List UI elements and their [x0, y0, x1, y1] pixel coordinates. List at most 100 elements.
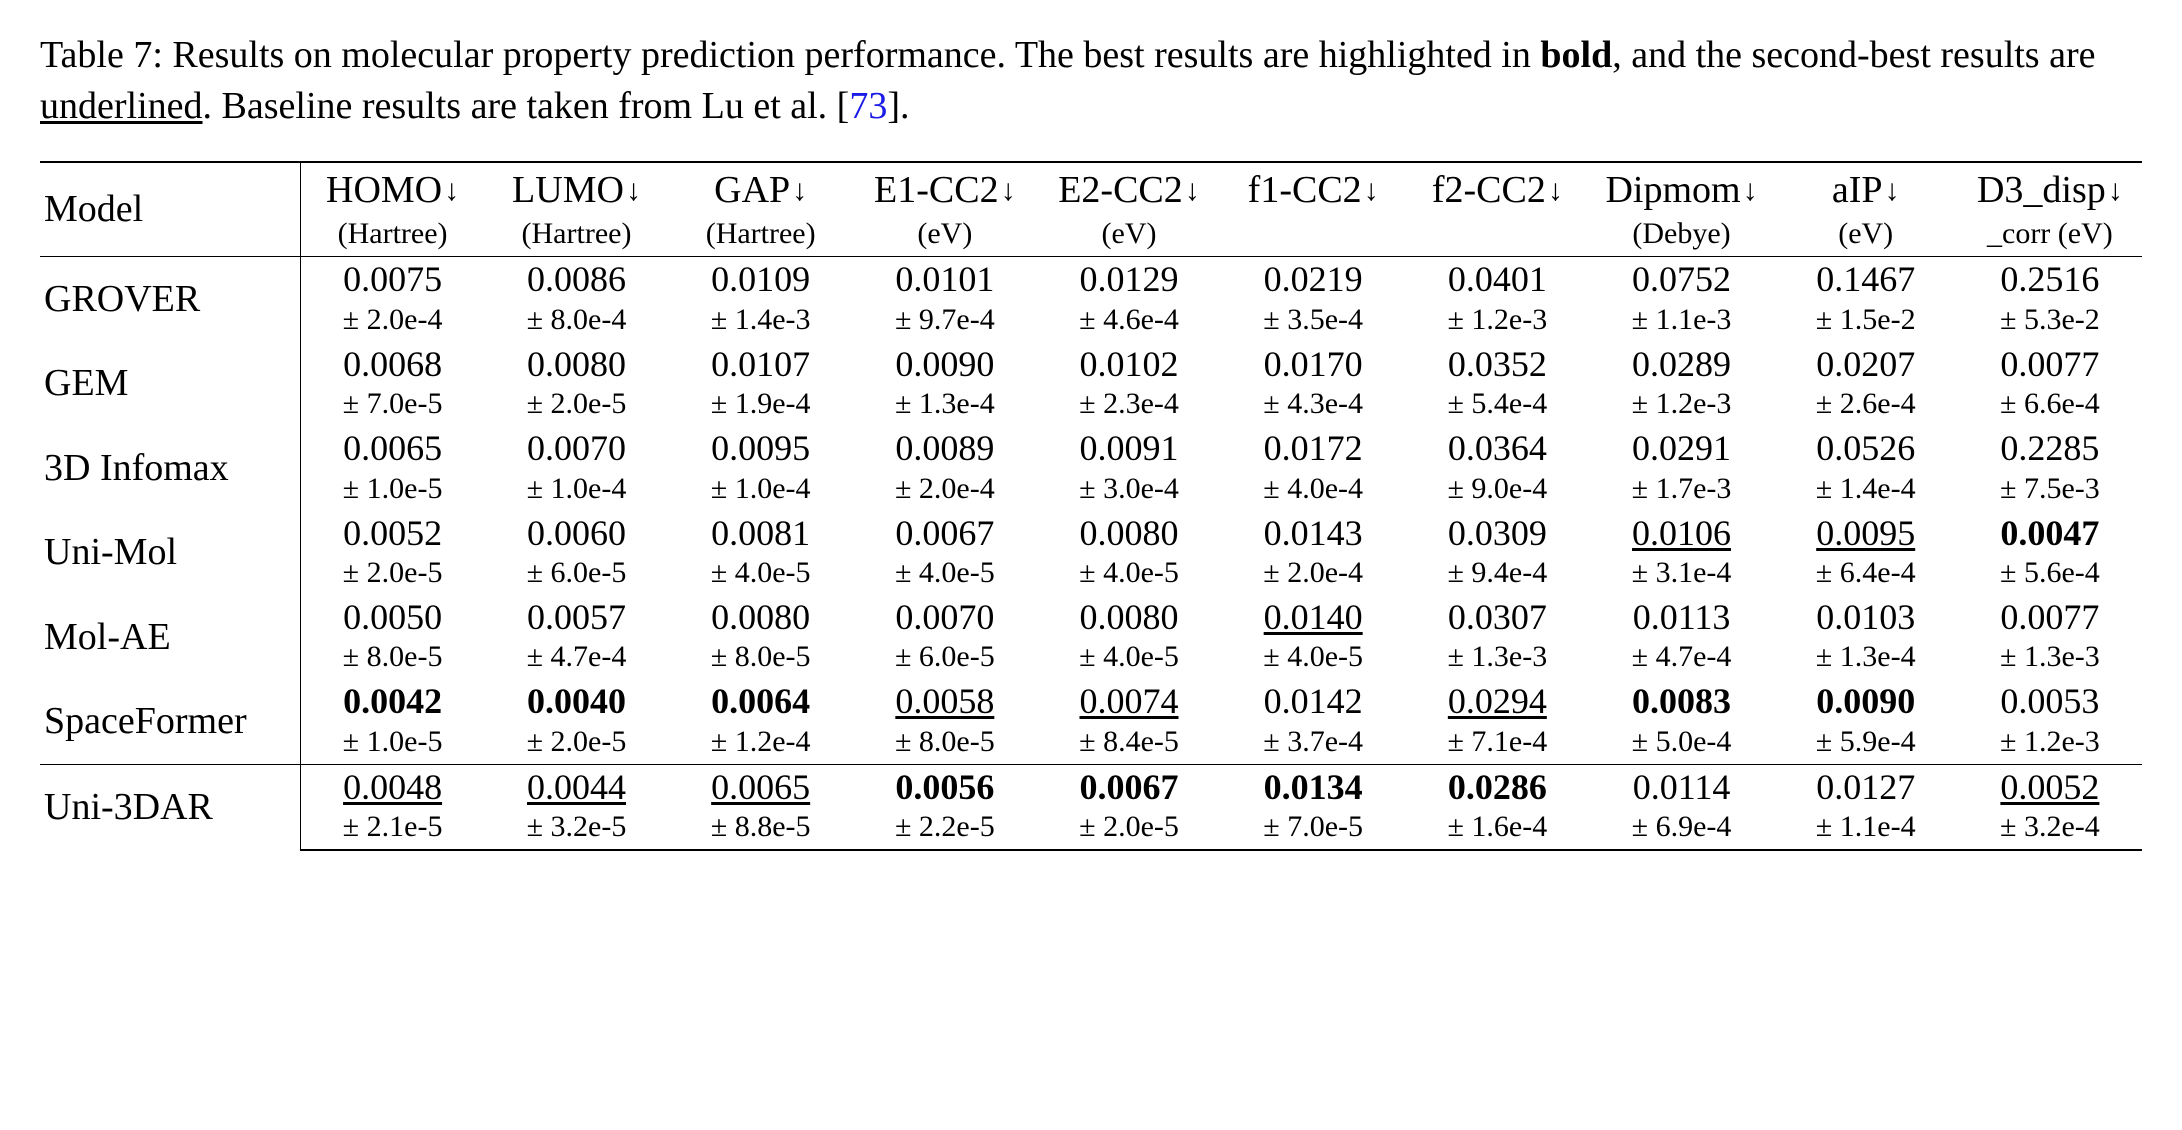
- value-cell: 0.0089: [853, 426, 1037, 471]
- value-cell: 0.0052: [300, 511, 484, 556]
- table-row: ± 1.0e-5± 2.0e-5± 1.2e-4± 8.0e-5± 8.4e-5…: [40, 725, 2142, 765]
- header-col-name: f1-CC2: [1248, 165, 1362, 216]
- error-cell: ± 1.3e-3: [1958, 640, 2142, 679]
- error-cell: ± 7.1e-4: [1405, 725, 1589, 765]
- table-body: GROVER0.00750.00860.01090.01010.01290.02…: [40, 257, 2142, 850]
- error-cell: ± 1.0e-4: [484, 472, 668, 511]
- error-cell: ± 4.7e-4: [1589, 640, 1773, 679]
- error-cell: ± 1.2e-3: [1958, 725, 2142, 765]
- value-cell: 0.0106: [1589, 511, 1773, 556]
- value-cell: 0.0143: [1221, 511, 1405, 556]
- error-cell: ± 9.0e-4: [1405, 472, 1589, 511]
- value-cell: 0.0083: [1589, 679, 1773, 724]
- table-row: GROVER0.00750.00860.01090.01010.01290.02…: [40, 257, 2142, 303]
- error-cell: ± 8.0e-5: [853, 725, 1037, 765]
- table-header: ModelHOMO↓(Hartree)LUMO↓(Hartree)GAP↓(Ha…: [40, 162, 2142, 257]
- value-cell: 0.0109: [669, 257, 853, 303]
- model-name: GEM: [40, 342, 300, 426]
- error-cell: ± 1.2e-3: [1589, 387, 1773, 426]
- caption-text-3: . Baseline results are taken from Lu et …: [203, 85, 850, 127]
- table-caption: Table 7: Results on molecular property p…: [40, 30, 2142, 133]
- error-cell: ± 1.2e-4: [669, 725, 853, 765]
- value-cell: 0.0080: [484, 342, 668, 387]
- header-col-unit: (eV): [1780, 214, 1952, 255]
- error-cell: ± 6.6e-4: [1958, 387, 2142, 426]
- header-col-unit: _corr (eV): [1964, 214, 2136, 255]
- down-arrow-icon: ↓: [2106, 174, 2123, 207]
- error-cell: ± 2.0e-4: [853, 472, 1037, 511]
- error-cell: ± 2.0e-4: [300, 303, 484, 342]
- model-name: Uni-Mol: [40, 511, 300, 595]
- model-name: Uni-3DAR: [40, 764, 300, 850]
- error-cell: ± 2.0e-5: [484, 725, 668, 765]
- table-row: ± 2.1e-5± 3.2e-5± 8.8e-5± 2.2e-5± 2.0e-5…: [40, 810, 2142, 850]
- value-cell: 0.0103: [1774, 595, 1958, 640]
- error-cell: ± 4.0e-5: [1037, 556, 1221, 595]
- value-cell: 0.0052: [1958, 764, 2142, 810]
- value-cell: 0.0090: [1774, 679, 1958, 724]
- down-arrow-icon: ↓: [999, 174, 1016, 207]
- error-cell: ± 4.0e-4: [1221, 472, 1405, 511]
- value-cell: 0.0074: [1037, 679, 1221, 724]
- value-cell: 0.0068: [300, 342, 484, 387]
- header-col-unit: (Hartree): [675, 214, 847, 255]
- error-cell: ± 8.0e-5: [669, 640, 853, 679]
- header-col-5: f1-CC2↓: [1221, 162, 1405, 257]
- header-col-2: GAP↓(Hartree): [669, 162, 853, 257]
- value-cell: 0.0172: [1221, 426, 1405, 471]
- value-cell: 0.2285: [1958, 426, 2142, 471]
- down-arrow-icon: ↓: [442, 174, 459, 207]
- value-cell: 0.0113: [1589, 595, 1773, 640]
- error-cell: ± 7.5e-3: [1958, 472, 2142, 511]
- error-cell: ± 1.3e-3: [1405, 640, 1589, 679]
- error-cell: ± 6.4e-4: [1774, 556, 1958, 595]
- value-cell: 0.0364: [1405, 426, 1589, 471]
- header-col-unit: (Hartree): [490, 214, 662, 255]
- value-cell: 0.0064: [669, 679, 853, 724]
- table-row: ± 2.0e-4± 8.0e-4± 1.4e-3± 9.7e-4± 4.6e-4…: [40, 303, 2142, 342]
- error-cell: ± 3.5e-4: [1221, 303, 1405, 342]
- down-arrow-icon: ↓: [1546, 174, 1563, 207]
- error-cell: ± 2.6e-4: [1774, 387, 1958, 426]
- error-cell: ± 2.0e-5: [484, 387, 668, 426]
- value-cell: 0.0091: [1037, 426, 1221, 471]
- value-cell: 0.0090: [853, 342, 1037, 387]
- value-cell: 0.0219: [1221, 257, 1405, 303]
- value-cell: 0.0081: [669, 511, 853, 556]
- value-cell: 0.0086: [484, 257, 668, 303]
- value-cell: 0.0291: [1589, 426, 1773, 471]
- error-cell: ± 4.6e-4: [1037, 303, 1221, 342]
- error-cell: ± 2.2e-5: [853, 810, 1037, 850]
- table-row: ± 1.0e-5± 1.0e-4± 1.0e-4± 2.0e-4± 3.0e-4…: [40, 472, 2142, 511]
- error-cell: ± 8.0e-4: [484, 303, 668, 342]
- header-col-unit: (eV): [859, 214, 1031, 255]
- error-cell: ± 4.0e-5: [1037, 640, 1221, 679]
- value-cell: 0.0207: [1774, 342, 1958, 387]
- value-cell: 0.0080: [1037, 511, 1221, 556]
- header-col-7: Dipmom↓(Debye): [1589, 162, 1773, 257]
- error-cell: ± 3.1e-4: [1589, 556, 1773, 595]
- results-table: ModelHOMO↓(Hartree)LUMO↓(Hartree)GAP↓(Ha…: [40, 161, 2142, 852]
- down-arrow-icon: ↓: [1362, 174, 1379, 207]
- error-cell: ± 2.3e-4: [1037, 387, 1221, 426]
- error-cell: ± 2.0e-5: [300, 556, 484, 595]
- error-cell: ± 1.4e-4: [1774, 472, 1958, 511]
- value-cell: 0.0526: [1774, 426, 1958, 471]
- citation-link[interactable]: 73: [849, 85, 887, 127]
- header-model: Model: [40, 162, 300, 257]
- model-name: SpaceFormer: [40, 679, 300, 764]
- header-col-name: E2-CC2: [1058, 165, 1183, 216]
- table-row: ± 8.0e-5± 4.7e-4± 8.0e-5± 6.0e-5± 4.0e-5…: [40, 640, 2142, 679]
- value-cell: 0.0060: [484, 511, 668, 556]
- model-name: GROVER: [40, 257, 300, 342]
- error-cell: ± 1.2e-3: [1405, 303, 1589, 342]
- value-cell: 0.0101: [853, 257, 1037, 303]
- value-cell: 0.0080: [1037, 595, 1221, 640]
- table-row: GEM0.00680.00800.01070.00900.01020.01700…: [40, 342, 2142, 387]
- error-cell: ± 5.4e-4: [1405, 387, 1589, 426]
- table-row: SpaceFormer0.00420.00400.00640.00580.007…: [40, 679, 2142, 724]
- header-col-name: GAP: [714, 165, 790, 216]
- value-cell: 0.0170: [1221, 342, 1405, 387]
- header-col-unit: (Hartree): [307, 214, 479, 255]
- error-cell: ± 8.0e-5: [300, 640, 484, 679]
